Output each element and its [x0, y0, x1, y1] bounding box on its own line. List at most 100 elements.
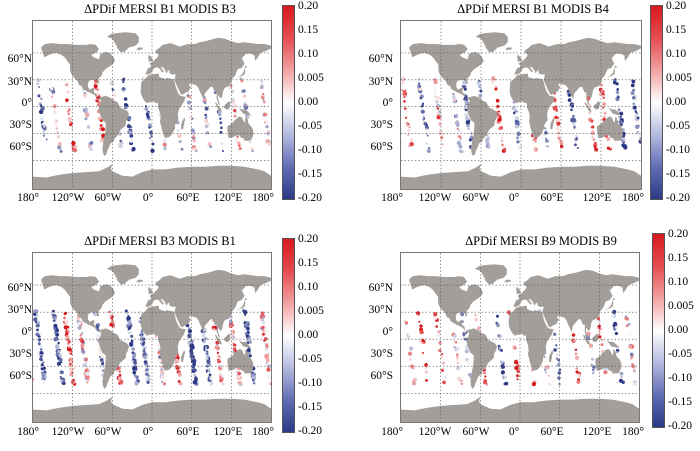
data-point	[36, 82, 39, 85]
data-point	[85, 371, 90, 376]
data-point	[39, 116, 45, 121]
data-point	[575, 366, 578, 369]
data-point	[559, 140, 563, 144]
continent	[509, 73, 555, 138]
data-point	[404, 319, 407, 322]
data-point	[455, 366, 460, 371]
data-point	[214, 345, 219, 350]
data-point	[191, 117, 194, 120]
data-point	[438, 123, 442, 126]
data-point	[100, 365, 104, 369]
lon-label: 60°E	[176, 192, 200, 204]
data-point	[146, 115, 150, 119]
data-point	[407, 351, 413, 356]
data-point	[237, 149, 240, 152]
continent	[214, 102, 223, 113]
data-point	[237, 371, 242, 376]
data-point	[221, 382, 225, 386]
data-point	[613, 321, 617, 326]
data-point	[57, 361, 61, 366]
data-point	[90, 148, 93, 151]
data-point	[406, 335, 411, 340]
data-point	[497, 117, 501, 122]
data-point	[145, 368, 148, 371]
lon-label: 120°W	[51, 192, 85, 204]
data-point	[39, 104, 43, 107]
data-point	[66, 347, 71, 352]
colorbar-tick: 0.00	[298, 96, 319, 108]
data-point	[554, 115, 558, 120]
data-point	[233, 115, 236, 118]
data-point	[423, 117, 426, 120]
data-point	[59, 370, 62, 373]
data-point	[137, 312, 141, 316]
data-point	[401, 84, 404, 88]
continent	[238, 340, 252, 349]
continent	[605, 297, 616, 312]
data-point	[476, 81, 481, 86]
data-point	[434, 95, 437, 98]
data-point	[548, 382, 551, 386]
data-point	[544, 358, 548, 363]
data-point	[496, 104, 500, 108]
data-point	[586, 331, 591, 336]
data-point	[597, 324, 601, 328]
data-point	[575, 137, 578, 140]
data-point	[269, 380, 271, 383]
data-point	[43, 373, 46, 376]
data-point	[155, 342, 160, 347]
data-point	[100, 124, 103, 127]
data-point	[40, 358, 43, 362]
data-point	[458, 143, 462, 146]
data-point	[35, 323, 40, 328]
data-point	[129, 342, 134, 347]
lat-label: 60°N	[7, 282, 32, 294]
data-point	[73, 379, 76, 382]
data-point	[39, 351, 44, 355]
data-point	[127, 129, 132, 135]
continent	[33, 396, 271, 422]
data-point	[614, 331, 618, 336]
data-point	[263, 100, 266, 104]
data-point	[626, 318, 629, 321]
data-point	[188, 106, 193, 111]
data-point	[80, 343, 85, 348]
data-point	[113, 87, 116, 90]
data-point	[515, 112, 518, 115]
data-point	[203, 340, 206, 344]
data-point	[231, 335, 235, 339]
graticule	[401, 21, 641, 189]
data-point	[460, 149, 464, 154]
data-point	[140, 333, 142, 336]
continent	[504, 279, 511, 283]
data-point	[261, 316, 264, 319]
colorbar-tick: -0.15	[666, 168, 690, 180]
data-point	[220, 126, 223, 130]
data-point	[463, 329, 467, 333]
data-point	[460, 379, 463, 383]
data-point	[597, 317, 600, 321]
data-point	[593, 145, 597, 149]
data-point	[204, 116, 207, 120]
data-point	[418, 320, 421, 323]
data-point	[195, 378, 198, 382]
data-point	[543, 356, 546, 359]
continent	[466, 328, 497, 389]
data-point	[52, 104, 57, 109]
data-point	[426, 134, 429, 137]
data-point	[56, 337, 59, 340]
data-point	[79, 317, 83, 322]
data-point	[567, 93, 572, 97]
data-point	[419, 96, 423, 100]
data-point	[261, 96, 265, 100]
data-point	[501, 137, 505, 140]
colorbar-tick: -0.10	[666, 144, 690, 156]
data-point	[531, 382, 536, 387]
data-point	[143, 348, 146, 351]
data-point	[600, 89, 603, 92]
data-point	[616, 88, 619, 91]
data-point	[553, 348, 557, 352]
data-point	[238, 380, 243, 385]
data-point	[79, 334, 82, 337]
continent	[467, 95, 498, 156]
